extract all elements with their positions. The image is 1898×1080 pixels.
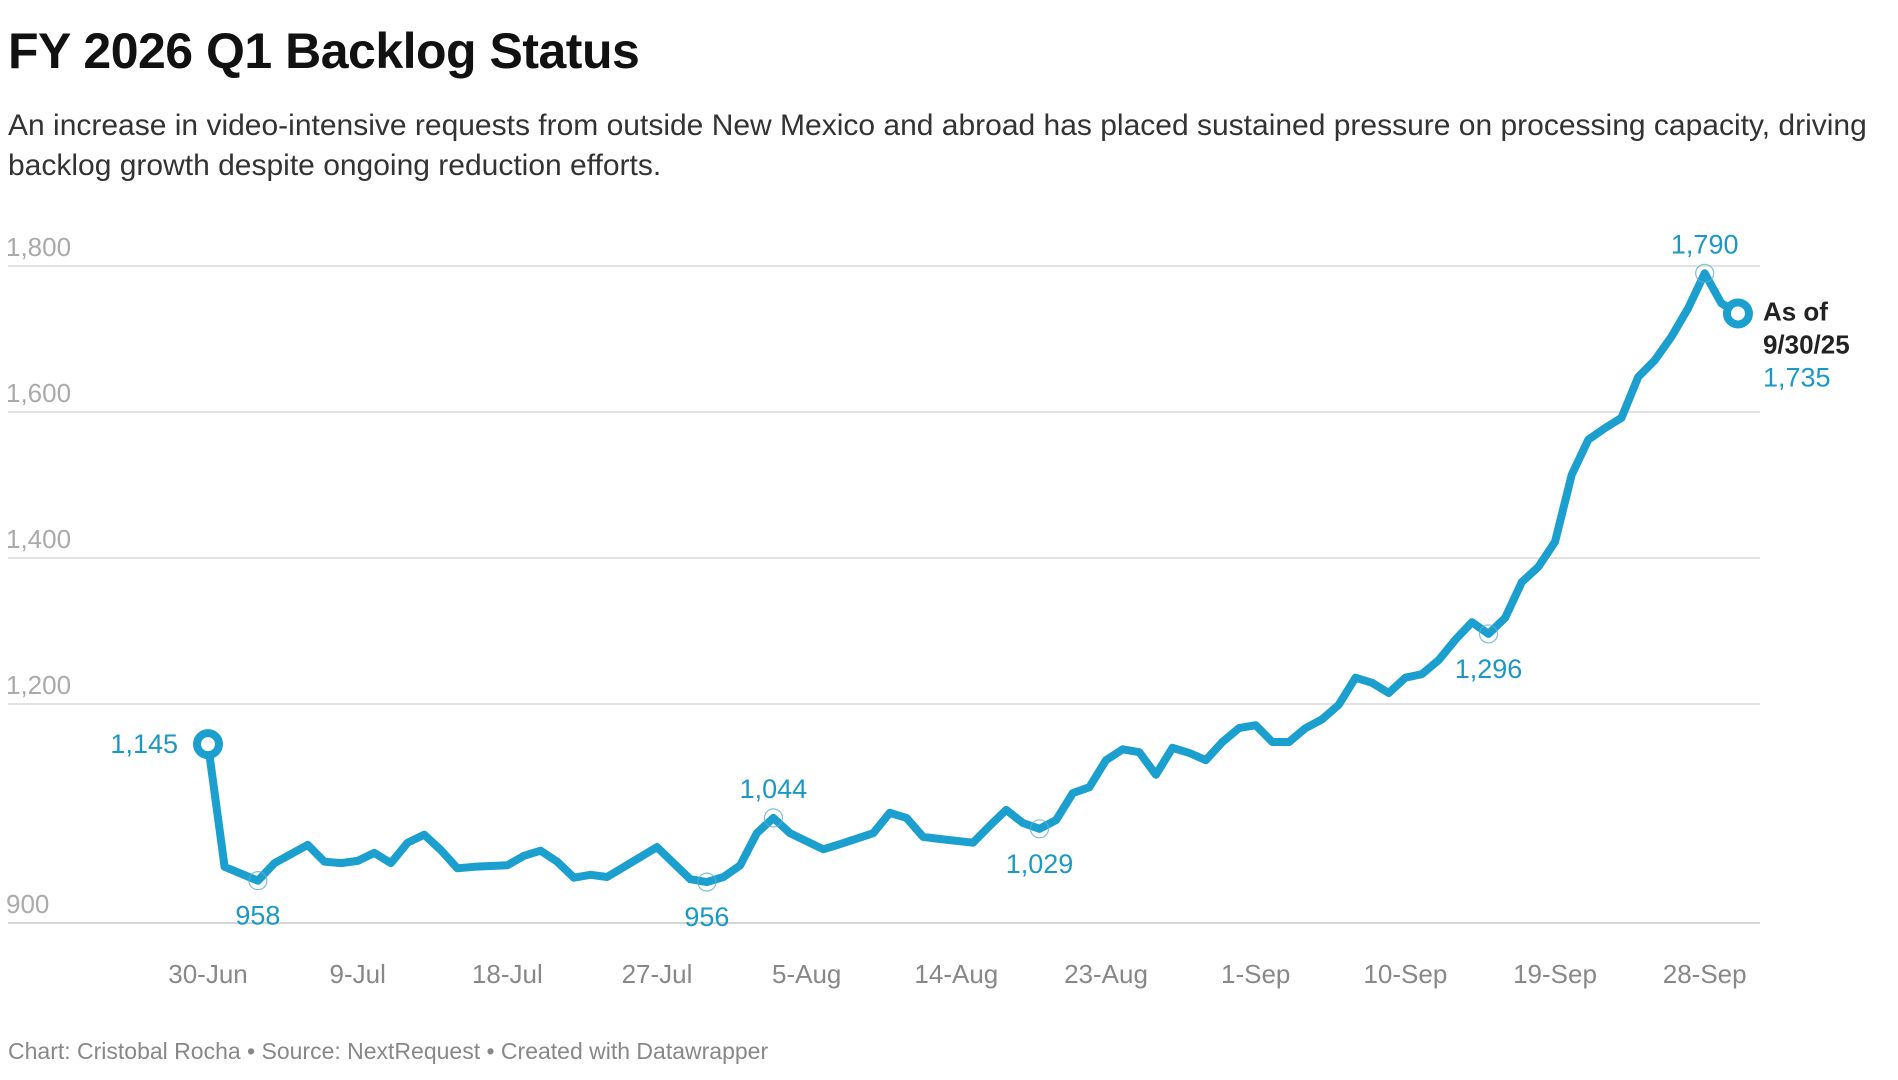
annotation-label: 1,145 (110, 729, 178, 759)
endpoint-marker (193, 729, 223, 760)
x-tick-label: 30-Jun (168, 959, 248, 989)
annotation-heading: As of (1763, 296, 1828, 326)
series-line-backlog (204, 269, 1742, 887)
x-tick-label: 1-Sep (1221, 959, 1290, 989)
x-tick-label: 19-Sep (1513, 959, 1597, 989)
endpoint-marker (1722, 298, 1753, 329)
annotation-label: 956 (684, 902, 729, 932)
annotation-heading: 9/30/25 (1763, 329, 1850, 359)
x-tick-label: 27-Jul (622, 959, 693, 989)
chart-title: FY 2026 Q1 Backlog Status (8, 23, 640, 79)
x-tick-label: 23-Aug (1064, 959, 1148, 989)
y-tick-label: 1,400 (6, 524, 71, 554)
highlight-marker (697, 872, 717, 892)
chart-subtitle: An increase in video-intensive requests … (8, 109, 1867, 182)
highlight-marker (1695, 263, 1715, 283)
highlight-marker (1029, 819, 1050, 839)
annotation-label: 1,044 (740, 774, 808, 804)
annotation-label: 958 (235, 901, 280, 931)
y-tick-label: 1,200 (6, 670, 71, 700)
annotation-label: 1,790 (1671, 229, 1739, 259)
annotation-label: 1,029 (1006, 849, 1074, 879)
annotation-label: 1,296 (1455, 654, 1523, 684)
x-tick-label: 14-Aug (914, 959, 998, 989)
highlight-marker (1478, 624, 1499, 644)
y-tick-label: 900 (6, 889, 49, 919)
series-layer (204, 269, 1742, 887)
highlight-marker (248, 871, 268, 891)
x-tick-label: 18-Jul (472, 959, 543, 989)
x-tick-label: 10-Sep (1363, 959, 1447, 989)
highlight-marker (763, 808, 784, 828)
chart-footer: Chart: Cristobal Rocha • Source: NextReq… (8, 1038, 769, 1064)
x-tick-label: 28-Sep (1663, 959, 1747, 989)
gridlines (8, 265, 1760, 924)
annotation-label: 1,735 (1763, 362, 1831, 392)
y-tick-label: 1,800 (6, 232, 71, 262)
annotations-layer: 1,145 958 956 1,044 1,029 1,296 1,790 As of9/30… (110, 229, 1849, 932)
y-tick-label: 1,600 (6, 378, 71, 408)
y-axis: 900 1,200 1,400 1,600 1,800 (6, 232, 71, 919)
x-tick-label: 5-Aug (772, 959, 841, 989)
x-axis: 30-Jun 9-Jul 18-Jul 27-Jul 5-Aug 14-Aug 23-Aug… (168, 959, 1746, 989)
x-tick-label: 9-Jul (329, 959, 385, 989)
